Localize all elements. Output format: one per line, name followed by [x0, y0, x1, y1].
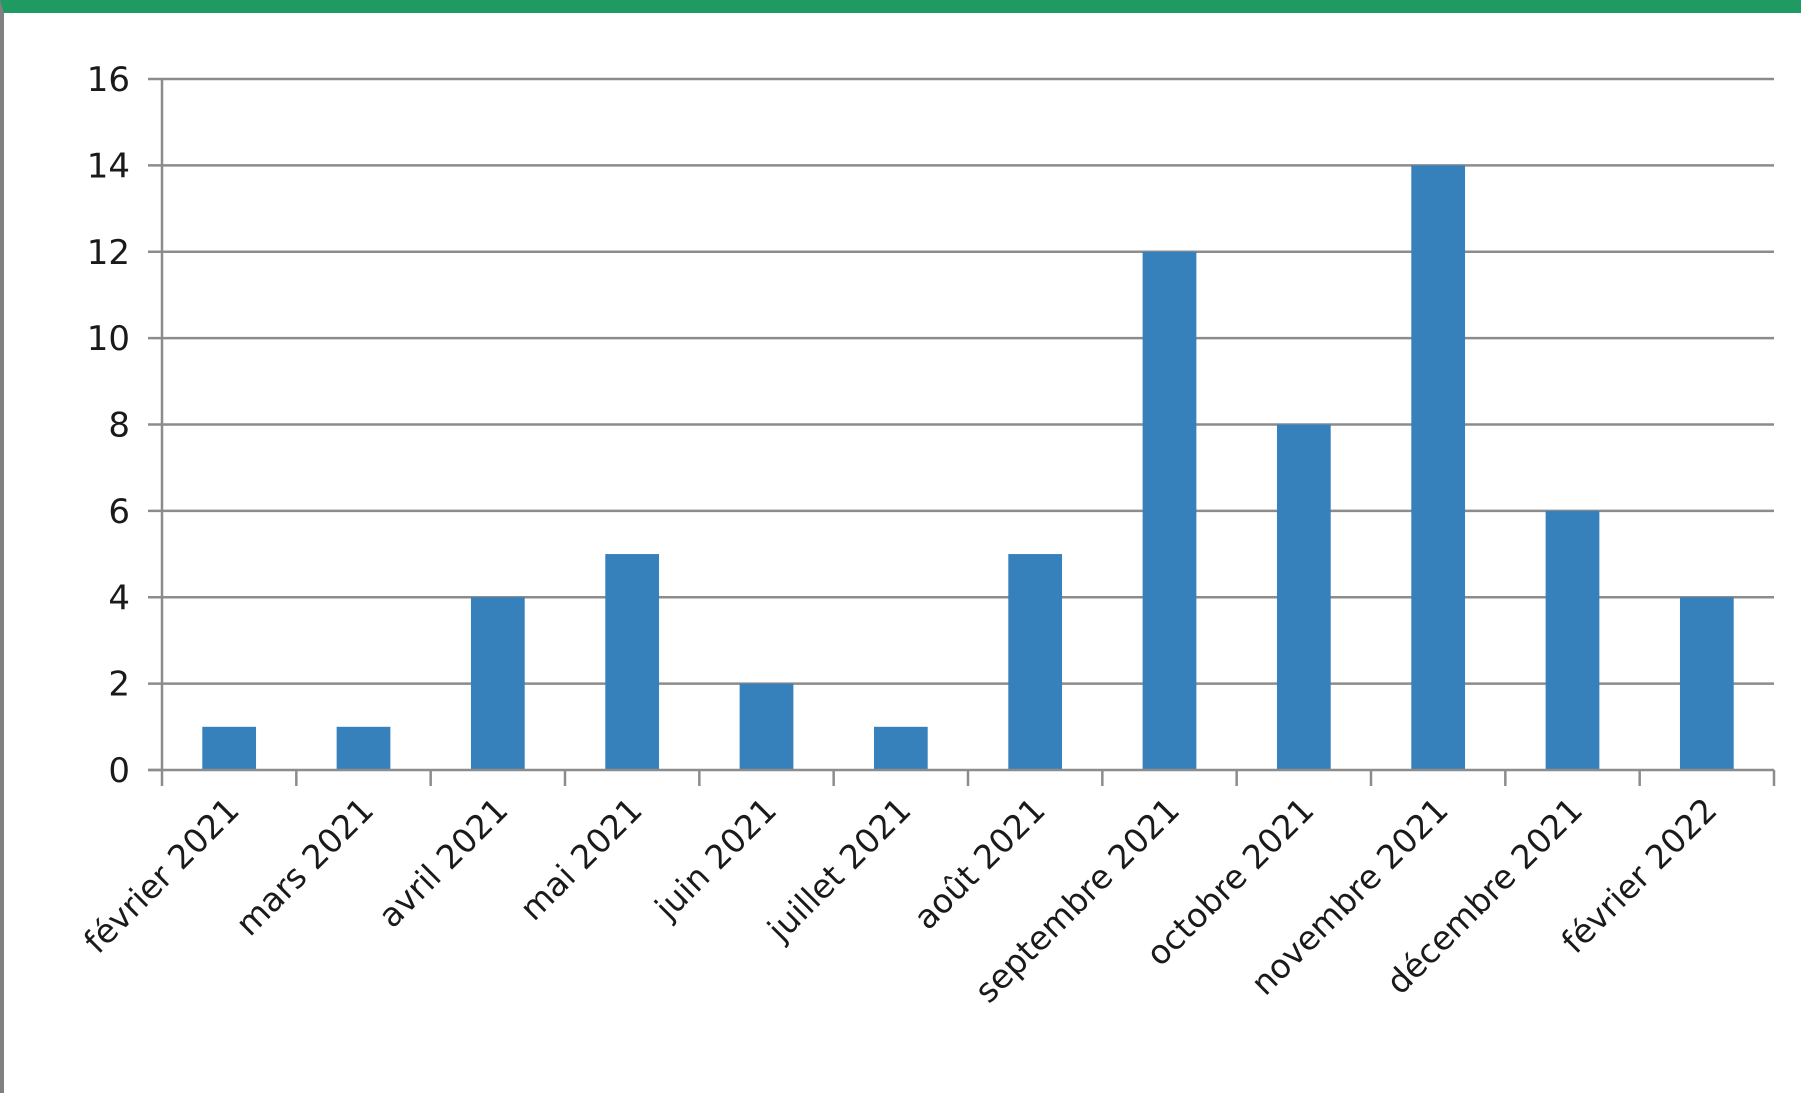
bar-11 [1545, 510, 1600, 770]
bars [202, 165, 1734, 770]
gridlines [148, 77, 1774, 685]
bar-12 [1679, 597, 1734, 770]
bar-5 [739, 683, 794, 770]
x-category-label: juin 2021 [647, 790, 785, 928]
x-category-label: avril 2021 [370, 790, 515, 935]
bar-8 [1142, 251, 1197, 770]
bar-1 [202, 726, 257, 770]
x-category-label: mai 2021 [512, 790, 650, 928]
bar-7 [1008, 554, 1063, 770]
y-tick-label: 8 [108, 406, 130, 446]
x-category-label: février 2021 [76, 790, 247, 961]
y-tick-label: 6 [108, 492, 130, 532]
bar-10 [1411, 165, 1466, 770]
y-tick-label: 12 [87, 233, 130, 273]
y-axis-ticks: 0 2 4 6 8 10 12 14 16 [87, 60, 130, 791]
axes [148, 79, 1776, 786]
x-category-label: juillet 2021 [759, 790, 918, 949]
y-tick-label: 0 [108, 751, 130, 791]
bar-6 [873, 726, 928, 770]
y-tick-label: 2 [108, 665, 130, 705]
bar-3 [470, 597, 525, 770]
bar-9 [1276, 424, 1331, 770]
bar-2 [336, 726, 391, 770]
bar-4 [605, 554, 660, 770]
y-tick-label: 16 [87, 60, 130, 100]
x-category-label: août 2021 [906, 790, 1053, 937]
y-tick-label: 10 [87, 319, 130, 359]
x-category-label: mars 2021 [228, 790, 381, 943]
y-tick-label: 4 [108, 578, 130, 618]
y-tick-label: 14 [87, 146, 130, 186]
